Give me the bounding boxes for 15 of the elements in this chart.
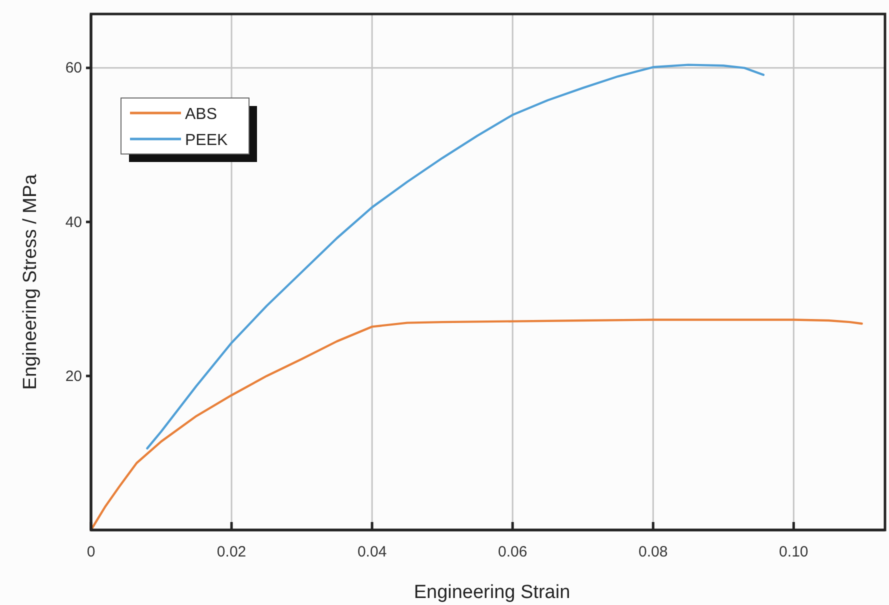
x-tick-label: 0.10 [779, 544, 808, 561]
line-series [146, 64, 765, 450]
y-tick-label: 20 [65, 368, 82, 385]
x-axis-title: Engineering Strain [414, 582, 570, 603]
line-series [90, 318, 863, 532]
x-tick-label: 0.02 [216, 544, 246, 561]
y-tick-label: 40 [65, 214, 82, 231]
x-tick-label: 0.04 [357, 544, 387, 561]
legend-label: ABS [185, 106, 218, 123]
x-tick-label: 0.06 [498, 544, 528, 561]
legend-label: PEEK [185, 132, 228, 149]
y-tick-label: 60 [65, 60, 82, 77]
x-tick-label: 0.08 [638, 544, 668, 561]
x-tick-label: 0 [86, 544, 96, 561]
y-axis-title: Engineering Stress / MPa [20, 174, 41, 390]
